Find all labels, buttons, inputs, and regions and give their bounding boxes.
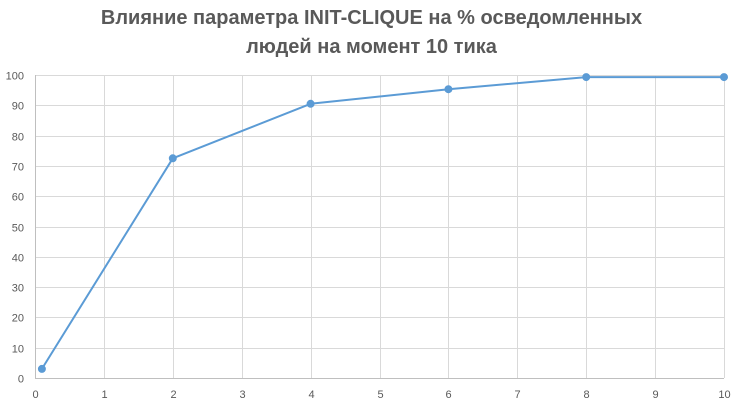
x-tick-label-5: 5 — [377, 389, 383, 401]
gridlines — [35, 75, 725, 378]
data-point-0-2 — [306, 99, 315, 108]
y-tick-label-10: 10 — [12, 344, 24, 356]
x-tick-label-7: 7 — [514, 389, 520, 401]
x-tick-label-1: 1 — [101, 389, 107, 401]
y-tick-label-100: 100 — [6, 71, 24, 83]
y-tick-label-50: 50 — [12, 223, 24, 235]
y-tick-label-40: 40 — [12, 253, 24, 265]
y-tick-label-90: 90 — [12, 101, 24, 113]
x-tick-label-0: 0 — [32, 389, 38, 401]
series — [37, 73, 728, 373]
x-tick-label-8: 8 — [583, 389, 589, 401]
axes — [35, 75, 724, 379]
x-tick-label-2: 2 — [170, 389, 176, 401]
x-tick-label-6: 6 — [445, 389, 451, 401]
x-tick-label-10: 10 — [718, 389, 730, 401]
data-point-0-1 — [168, 154, 177, 163]
y-tick-label-30: 30 — [12, 283, 24, 295]
y-tick-label-80: 80 — [12, 132, 24, 144]
series-line-0 — [41, 76, 724, 370]
chart-title: Влияние параметра INIT-CLIQUE на % освед… — [0, 4, 743, 62]
y-tick-label-70: 70 — [12, 162, 24, 174]
data-point-0-4 — [582, 73, 591, 82]
chart-title-line-2: людей на момент 10 тика — [246, 36, 497, 58]
y-tick-label-0: 0 — [18, 374, 24, 386]
chart-title-line-1: Влияние параметра INIT-CLIQUE на % освед… — [100, 7, 643, 29]
x-tick-label-3: 3 — [239, 389, 245, 401]
data-point-0-3 — [444, 85, 453, 94]
y-tick-label-20: 20 — [12, 313, 24, 325]
y-tick-label-60: 60 — [12, 192, 24, 204]
data-point-0-0 — [37, 364, 46, 373]
x-tick-label-4: 4 — [308, 389, 314, 401]
data-point-0-5 — [720, 73, 728, 82]
x-tick-label-9: 9 — [652, 389, 658, 401]
x-tick-labels: 0 1 2 3 4 5 6 7 8 9 10 — [32, 389, 730, 401]
y-tick-labels: 0 10 20 30 40 50 60 70 80 90 100 — [6, 71, 24, 386]
